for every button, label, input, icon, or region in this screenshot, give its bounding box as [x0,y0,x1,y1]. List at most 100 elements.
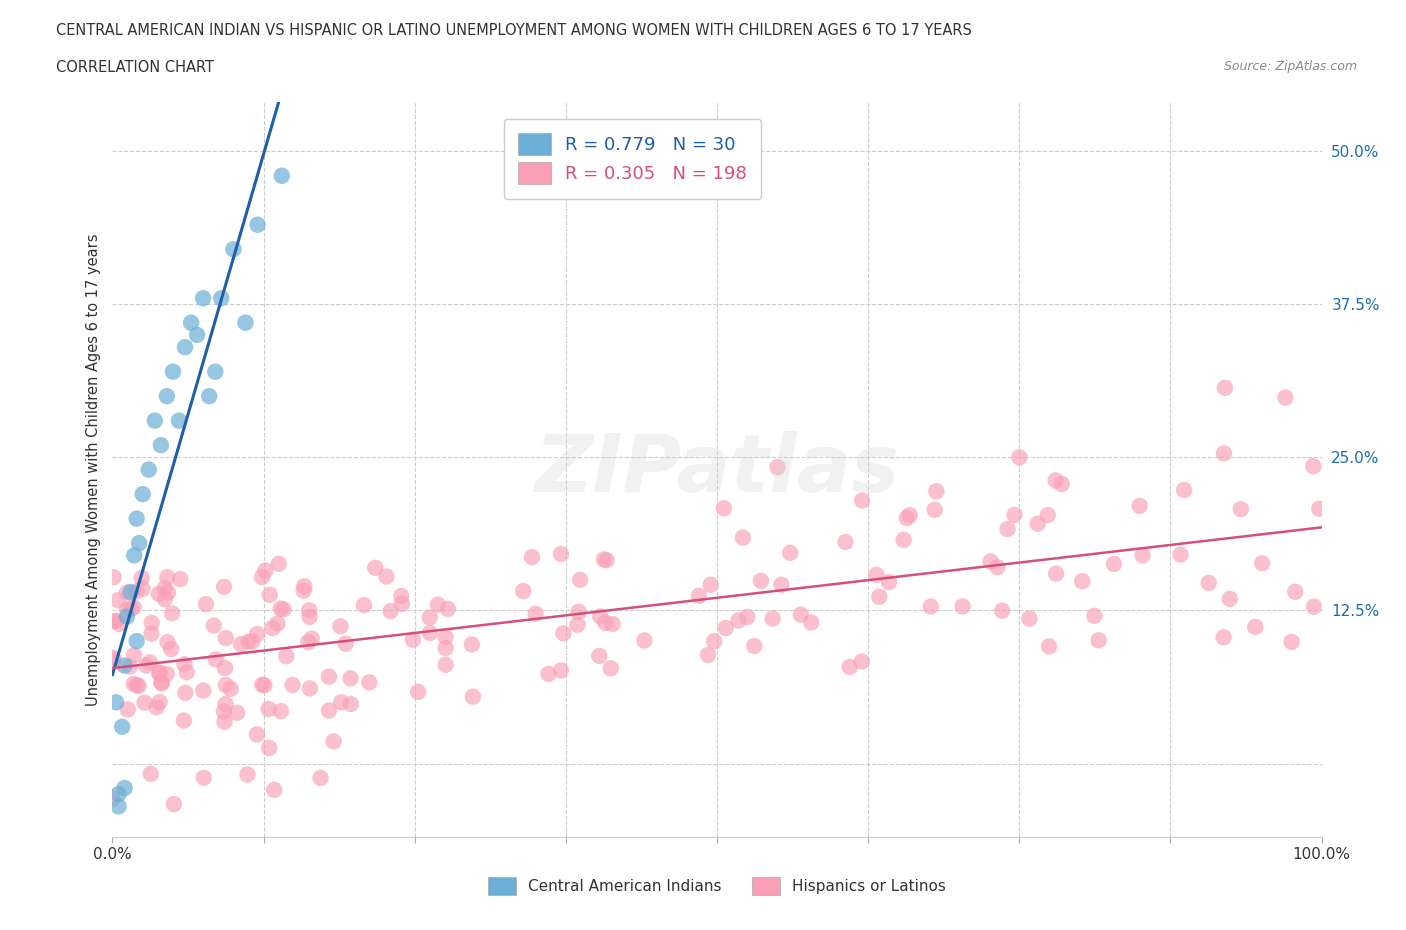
Point [731,530,754,545]
Point [865,567,887,582]
Point [742,639,765,654]
Point [1102,556,1125,571]
Point [1018,611,1040,626]
Point [553,626,575,641]
Point [434,658,457,672]
Point [595,616,617,631]
Point [267,556,290,571]
Point [125,633,148,648]
Point [250,569,273,584]
Point [322,734,344,749]
Point [238,634,260,649]
Point [359,675,381,690]
Text: CORRELATION CHART: CORRELATION CHART [56,60,214,75]
Point [402,632,425,647]
Point [263,782,285,797]
Point [1050,477,1073,492]
Text: Source: ZipAtlas.com: Source: ZipAtlas.com [1223,60,1357,73]
Point [925,484,948,498]
Point [246,727,269,742]
Point [139,766,162,781]
Point [156,389,179,404]
Point [115,609,138,624]
Point [270,601,292,616]
Point [868,590,890,604]
Point [118,659,141,674]
Point [167,413,190,428]
Point [246,218,269,232]
Point [173,713,195,728]
Point [602,617,624,631]
Point [160,642,183,657]
Point [107,787,129,802]
Point [117,702,139,717]
Point [214,714,236,729]
Point [512,583,534,598]
Point [131,581,153,596]
Point [153,581,176,596]
Point [550,547,572,562]
Point [122,600,145,615]
Point [353,598,375,613]
Point [1284,584,1306,599]
Point [236,767,259,782]
Point [141,616,163,631]
Point [214,697,236,711]
Point [749,574,772,589]
Point [176,665,198,680]
Point [339,697,361,711]
Point [153,591,176,606]
Point [120,601,142,616]
Point [318,670,340,684]
Point [569,573,592,588]
Point [120,585,142,600]
Point [134,696,156,711]
Point [138,462,160,477]
Point [697,647,720,662]
Point [567,618,589,632]
Point [434,630,457,644]
Point [766,459,789,474]
Point [426,597,449,612]
Point [406,684,429,699]
Point [222,242,245,257]
Point [186,327,208,342]
Point [537,667,560,682]
Point [212,579,235,594]
Point [1308,501,1330,516]
Point [834,535,856,550]
Point [122,647,145,662]
Point [1170,547,1192,562]
Point [1132,548,1154,563]
Point [259,588,281,603]
Point [122,548,145,563]
Point [301,631,323,646]
Point [297,635,319,650]
Point [330,695,353,710]
Point [391,596,413,611]
Point [1198,576,1220,591]
Point [143,413,166,428]
Point [593,551,616,566]
Point [215,678,238,693]
Point [273,602,295,617]
Point [150,676,173,691]
Point [1129,498,1152,513]
Point [174,339,197,354]
Point [309,770,332,785]
Point [148,587,170,602]
Point [520,550,543,565]
Point [1303,599,1326,614]
Point [1173,483,1195,498]
Point [276,649,298,664]
Point [1026,516,1049,531]
Point [838,659,860,674]
Point [318,703,340,718]
Point [437,602,460,617]
Point [156,667,179,682]
Y-axis label: Unemployment Among Women with Children Ages 6 to 17 years: Unemployment Among Women with Children A… [86,233,101,706]
Point [1045,566,1067,581]
Point [169,572,191,587]
Point [108,617,131,631]
Point [101,650,124,665]
